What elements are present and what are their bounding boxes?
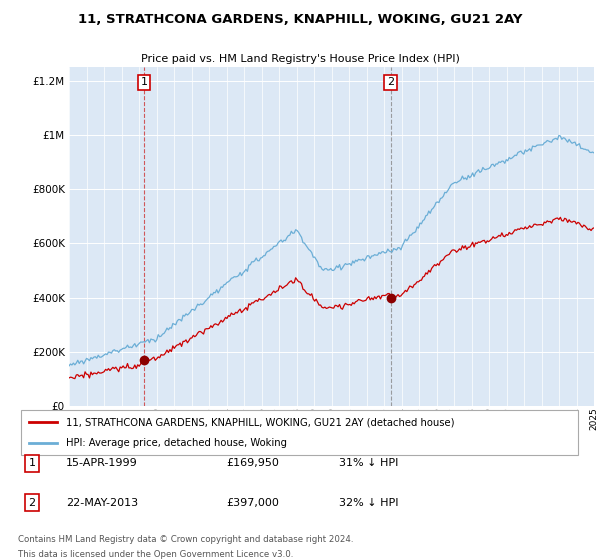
Text: £397,000: £397,000 [227,498,280,507]
FancyBboxPatch shape [21,410,578,455]
Text: 1: 1 [140,77,148,87]
Text: 22-MAY-2013: 22-MAY-2013 [66,498,138,507]
Text: 2: 2 [387,77,394,87]
Text: Price paid vs. HM Land Registry's House Price Index (HPI): Price paid vs. HM Land Registry's House … [140,54,460,64]
Text: This data is licensed under the Open Government Licence v3.0.: This data is licensed under the Open Gov… [18,550,293,559]
Text: 15-APR-1999: 15-APR-1999 [66,459,137,468]
Text: 2: 2 [29,498,35,507]
Text: Contains HM Land Registry data © Crown copyright and database right 2024.: Contains HM Land Registry data © Crown c… [18,534,353,544]
Text: 1: 1 [29,459,35,468]
Text: 31% ↓ HPI: 31% ↓ HPI [340,459,399,468]
Text: 11, STRATHCONA GARDENS, KNAPHILL, WOKING, GU21 2AY (detached house): 11, STRATHCONA GARDENS, KNAPHILL, WOKING… [66,417,454,427]
Text: 32% ↓ HPI: 32% ↓ HPI [340,498,399,507]
Text: £169,950: £169,950 [227,459,280,468]
Text: HPI: Average price, detached house, Woking: HPI: Average price, detached house, Woki… [66,438,287,448]
Text: 11, STRATHCONA GARDENS, KNAPHILL, WOKING, GU21 2AY: 11, STRATHCONA GARDENS, KNAPHILL, WOKING… [78,13,522,26]
